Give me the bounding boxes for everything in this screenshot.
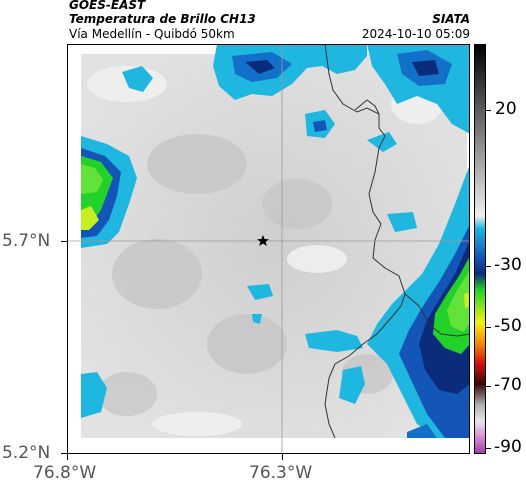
lon-tick-label: 76.3°W — [249, 463, 313, 483]
satellite-title: GOES-EAST — [69, 0, 146, 12]
cold-cloud-left — [81, 136, 137, 248]
lon-tick-mark — [282, 454, 283, 460]
lon-tick-label: 76.8°W — [33, 463, 97, 483]
cold-cloud-top — [122, 44, 470, 152]
region-label: Vía Medellín - Quibdó 50km — [69, 27, 235, 41]
colorbar-tick-label: -50 — [494, 316, 522, 336]
border-lines — [324, 44, 470, 439]
satellite-map — [67, 44, 470, 454]
colorbar — [474, 44, 486, 454]
product-title: Temperatura de Brillo CH13 — [69, 12, 256, 26]
lat-tick-mark — [61, 241, 67, 242]
star-icon — [257, 235, 269, 246]
colorbar-tick-mark — [486, 448, 491, 449]
lat-tick-label: 5.2°N — [2, 443, 51, 463]
cloud-texture — [97, 134, 393, 416]
datetime-label: 2024-10-10 05:09 — [361, 27, 470, 41]
org-label: SIATA — [432, 12, 470, 26]
grid-lines — [67, 44, 470, 454]
colorbar-tick-mark — [486, 110, 491, 111]
lat-tick-mark — [61, 453, 67, 454]
colorbar-tick-label: 20 — [495, 99, 517, 119]
colorbar-tick-mark — [486, 327, 491, 328]
colorbar-tick-label: -70 — [494, 375, 522, 395]
colorbar-tick-label: -90 — [494, 437, 522, 457]
colorbar-frame — [474, 44, 486, 454]
lon-tick-mark — [67, 454, 68, 460]
colorbar-gradient — [474, 44, 486, 454]
lat-tick-label: 5.7°N — [2, 231, 51, 251]
colorbar-tick-mark — [486, 386, 491, 387]
colorbar-tick-mark — [486, 266, 491, 267]
map-frame — [67, 44, 470, 454]
cold-cloud-right — [367, 164, 470, 438]
small-cold-cells — [81, 212, 417, 418]
colorbar-tick-label: -30 — [494, 255, 522, 275]
